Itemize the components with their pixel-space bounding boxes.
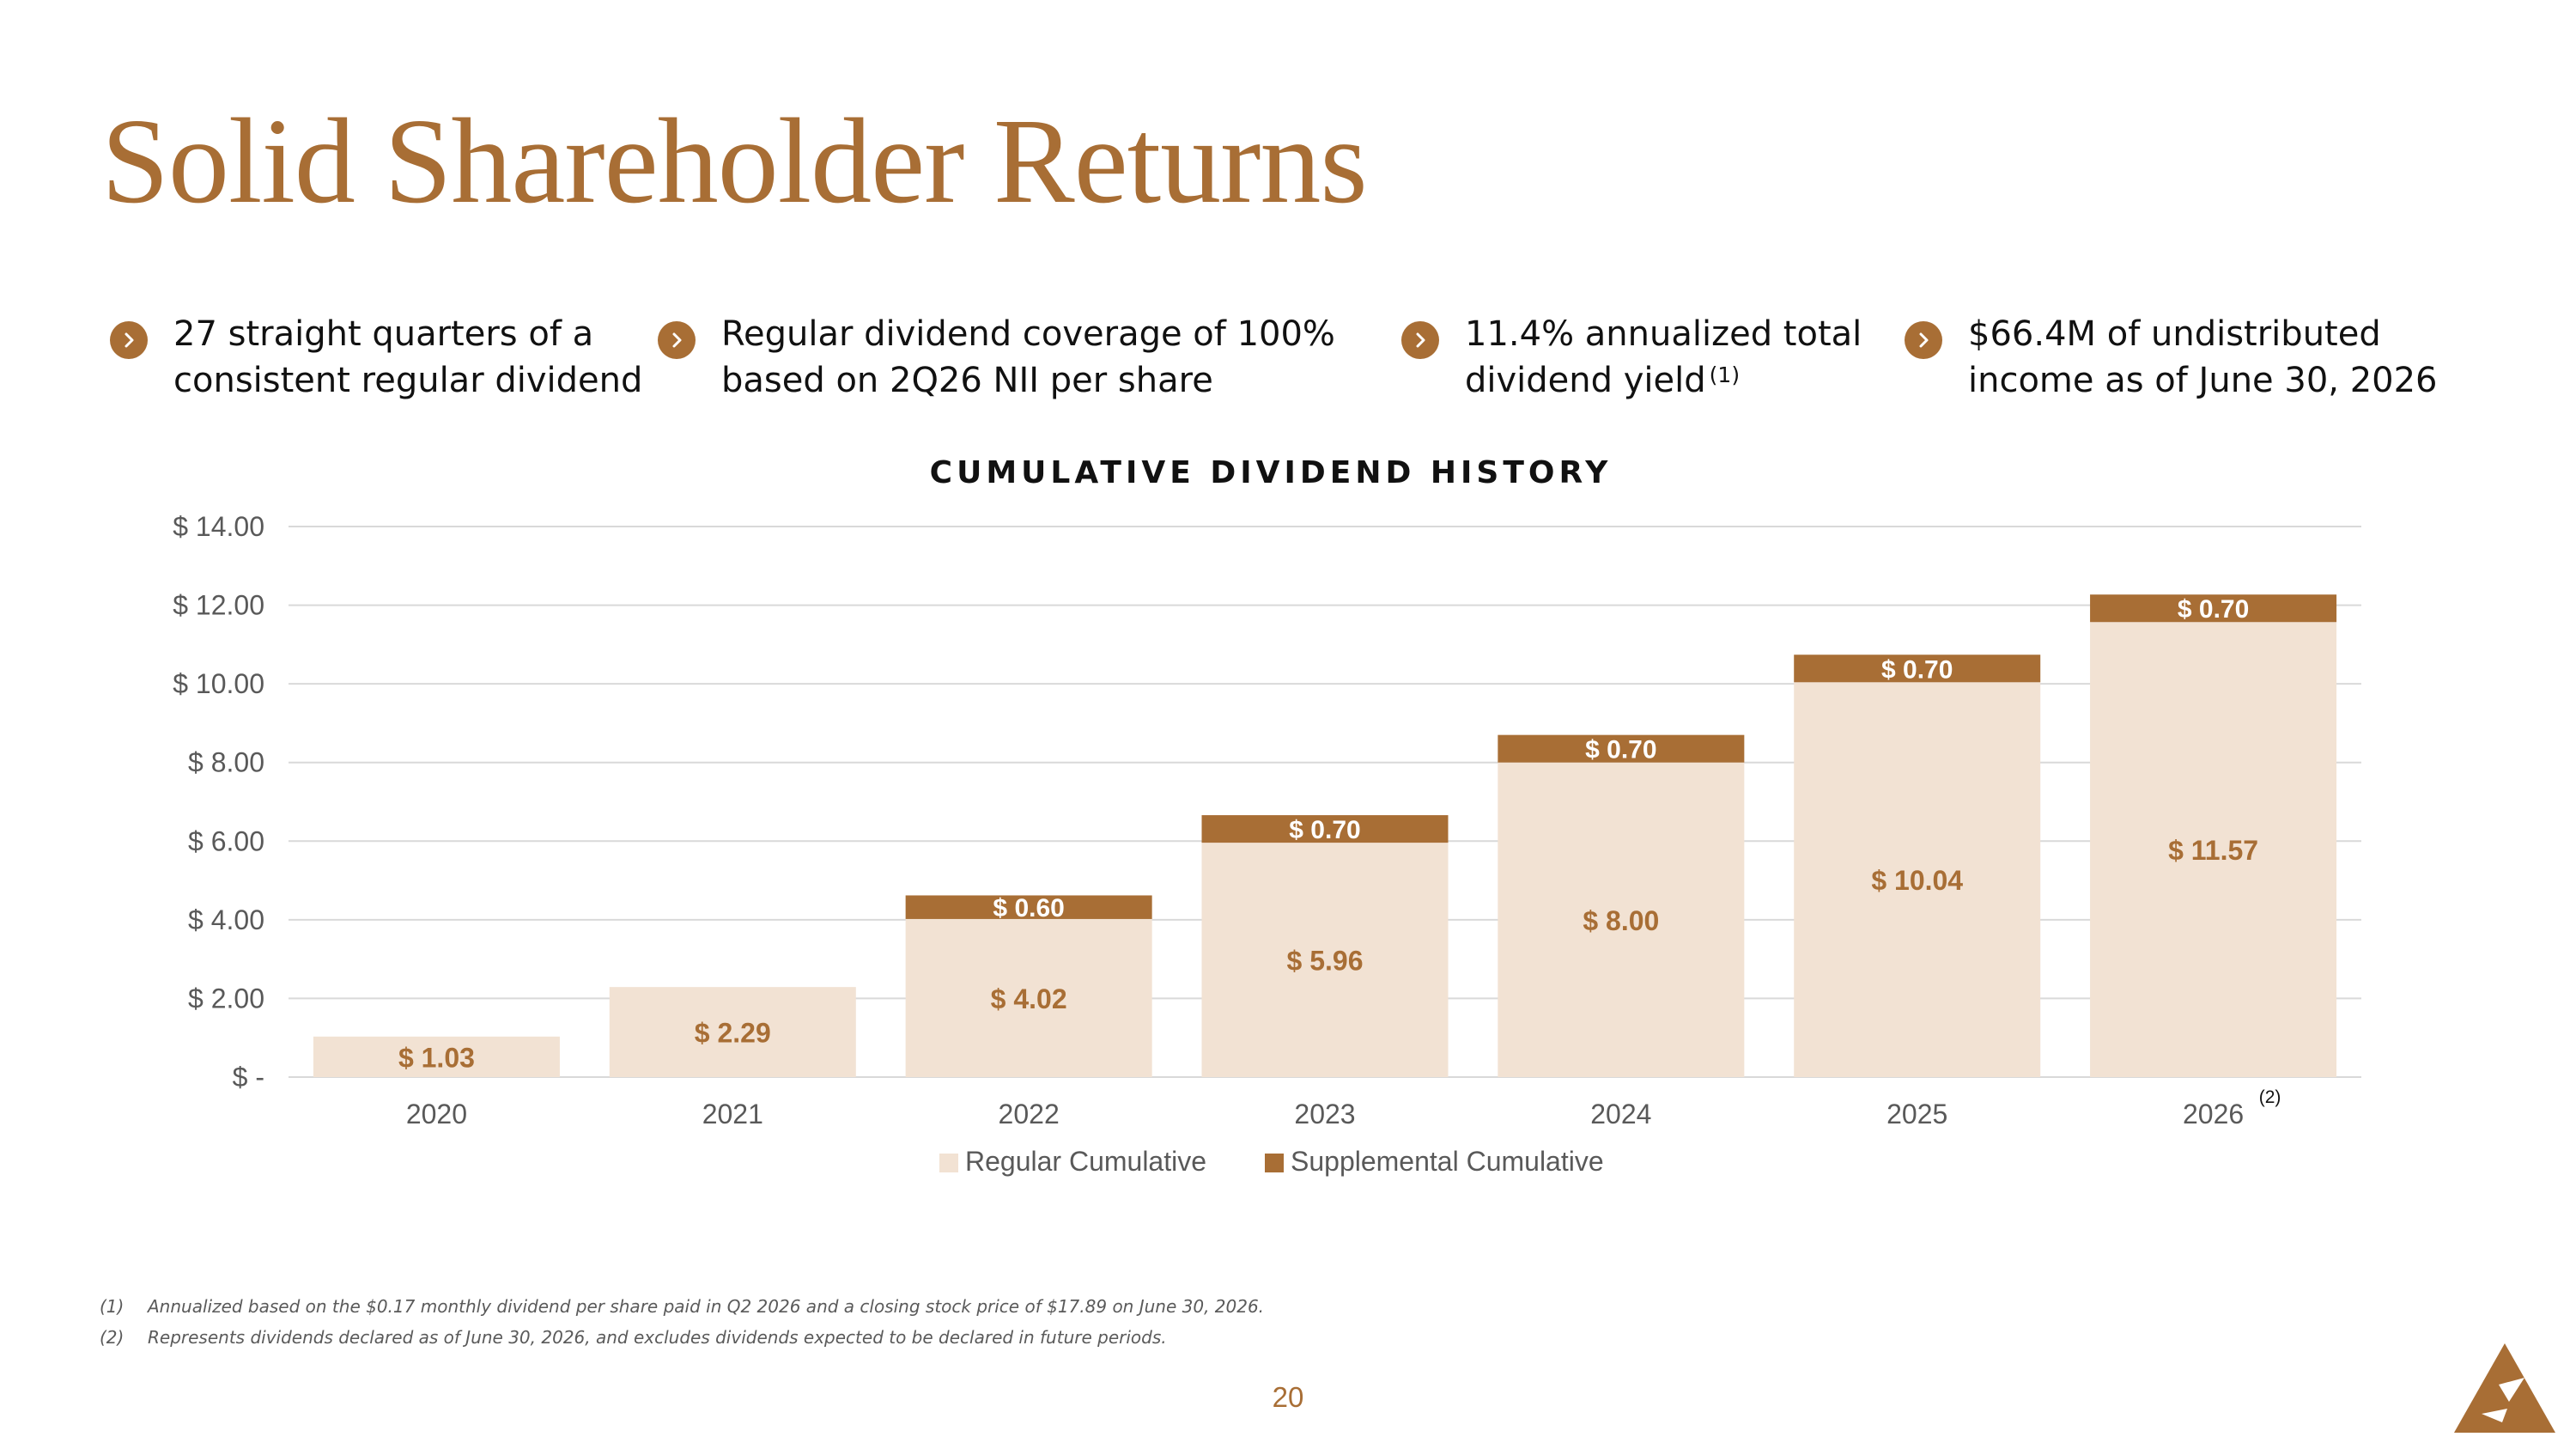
y-tick-label: $ 14.00 xyxy=(173,511,264,542)
y-tick-label: $ - xyxy=(233,1062,264,1093)
footnote: (1) Annualized based on the $0.17 monthl… xyxy=(100,1291,1264,1322)
bullet-line-2: consistent regular dividend xyxy=(173,361,643,400)
data-label-regular: $ 2.29 xyxy=(695,1018,771,1049)
x-tick-label: 2023 xyxy=(1294,1099,1355,1129)
x-tick-label: 2020 xyxy=(406,1099,467,1129)
y-tick-label: $ 2.00 xyxy=(188,983,264,1014)
bar-regular xyxy=(313,1036,560,1077)
bar-supplemental xyxy=(1794,654,2041,683)
highlight-bullet: Regular dividend coverage of 100% based … xyxy=(658,311,1335,404)
x-tick-note: (2) xyxy=(2259,1087,2281,1107)
x-tick-label: 2021 xyxy=(702,1099,763,1129)
legend-swatch-supplemental xyxy=(1265,1154,1284,1172)
highlight-bullet: $66.4M of undistributed income as of Jun… xyxy=(1905,311,2438,404)
data-label-supplemental: $ 0.60 xyxy=(993,894,1064,922)
data-label-regular: $ 4.02 xyxy=(991,983,1067,1014)
chevron-right-icon xyxy=(1401,321,1439,359)
data-label-supplemental: $ 0.70 xyxy=(1585,736,1656,764)
x-tick-label: 2024 xyxy=(1590,1099,1651,1129)
bar-supplemental xyxy=(905,895,1152,919)
y-tick-label: $ 4.00 xyxy=(188,904,264,935)
footnote-number: (2) xyxy=(100,1327,125,1348)
bullet-line-1: Regular dividend coverage of 100% xyxy=(721,314,1335,354)
footnote-ref: (1) xyxy=(1709,362,1741,387)
x-tick-label: 2022 xyxy=(999,1099,1060,1129)
data-label-regular: $ 8.00 xyxy=(1583,905,1659,936)
chevron-right-icon xyxy=(110,321,148,359)
highlight-bullet: 11.4% annualized total dividend yield (1) xyxy=(1401,311,1862,404)
bullet-line-2: dividend yield xyxy=(1465,361,1706,400)
chart-title: CUMULATIVE DIVIDEND HISTORY xyxy=(929,455,1613,490)
data-label-regular: $ 11.57 xyxy=(2168,835,2258,866)
data-label-supplemental: $ 0.70 xyxy=(1881,655,1953,684)
page-title: Solid Shareholder Returns xyxy=(101,93,1368,228)
footnote-text: Annualized based on the $0.17 monthly di… xyxy=(148,1296,1265,1317)
legend-swatch-regular xyxy=(939,1154,958,1172)
bullet-line-1: 27 straight quarters of a xyxy=(173,314,594,354)
bar-regular xyxy=(609,987,856,1077)
footnotes: (1) Annualized based on the $0.17 monthl… xyxy=(100,1291,1264,1353)
data-label-supplemental: $ 0.70 xyxy=(2178,595,2249,624)
legend-label-regular: Regular Cumulative xyxy=(965,1146,1206,1177)
highlight-bullet: 27 straight quarters of a consistent reg… xyxy=(110,311,642,404)
data-label-regular: $ 5.96 xyxy=(1287,946,1364,977)
y-tick-label: $ 12.00 xyxy=(173,590,264,621)
footnote-text: Represents dividends declared as of June… xyxy=(148,1327,1167,1348)
company-logo-icon xyxy=(2454,1343,2555,1433)
bar-supplemental xyxy=(1201,815,1449,843)
bullet-line-2: based on 2Q26 NII per share xyxy=(721,361,1213,400)
chevron-right-icon xyxy=(658,321,696,359)
x-tick-label: 2026 xyxy=(2183,1099,2244,1129)
chevron-right-icon xyxy=(1905,321,1942,359)
data-label-regular: $ 10.04 xyxy=(1871,865,1963,896)
y-tick-label: $ 10.00 xyxy=(173,668,264,699)
cumulative-dividend-chart: $ - $ 2.00 $ 4.00 $ 6.00 $ 8.00 $ 10.00 $ 12.0… xyxy=(173,511,2361,1177)
legend-label-supplemental: Supplemental Cumulative xyxy=(1291,1146,1604,1177)
bar-regular xyxy=(2090,622,2337,1077)
page-number: 20 xyxy=(1272,1381,1304,1413)
bar-regular xyxy=(1794,682,2041,1077)
bar-supplemental xyxy=(1498,734,1745,763)
y-tick-label: $ 6.00 xyxy=(188,825,264,856)
bar-regular xyxy=(1201,843,1449,1077)
bar-regular xyxy=(905,918,1152,1077)
bar-supplemental xyxy=(2090,594,2337,623)
data-label-regular: $ 1.03 xyxy=(398,1042,475,1073)
bullet-line-2: income as of June 30, 2026 xyxy=(1968,361,2438,400)
x-tick-label: 2025 xyxy=(1886,1099,1947,1129)
bullet-line-1: 11.4% annualized total xyxy=(1465,314,1862,354)
data-label-supplemental: $ 0.70 xyxy=(1289,816,1360,844)
footnote: (2) Represents dividends declared as of … xyxy=(100,1322,1264,1353)
bar-regular xyxy=(1498,762,1745,1077)
bullet-line-1: $66.4M of undistributed xyxy=(1968,314,2381,354)
y-tick-label: $ 8.00 xyxy=(188,747,264,778)
footnote-number: (1) xyxy=(100,1296,125,1317)
